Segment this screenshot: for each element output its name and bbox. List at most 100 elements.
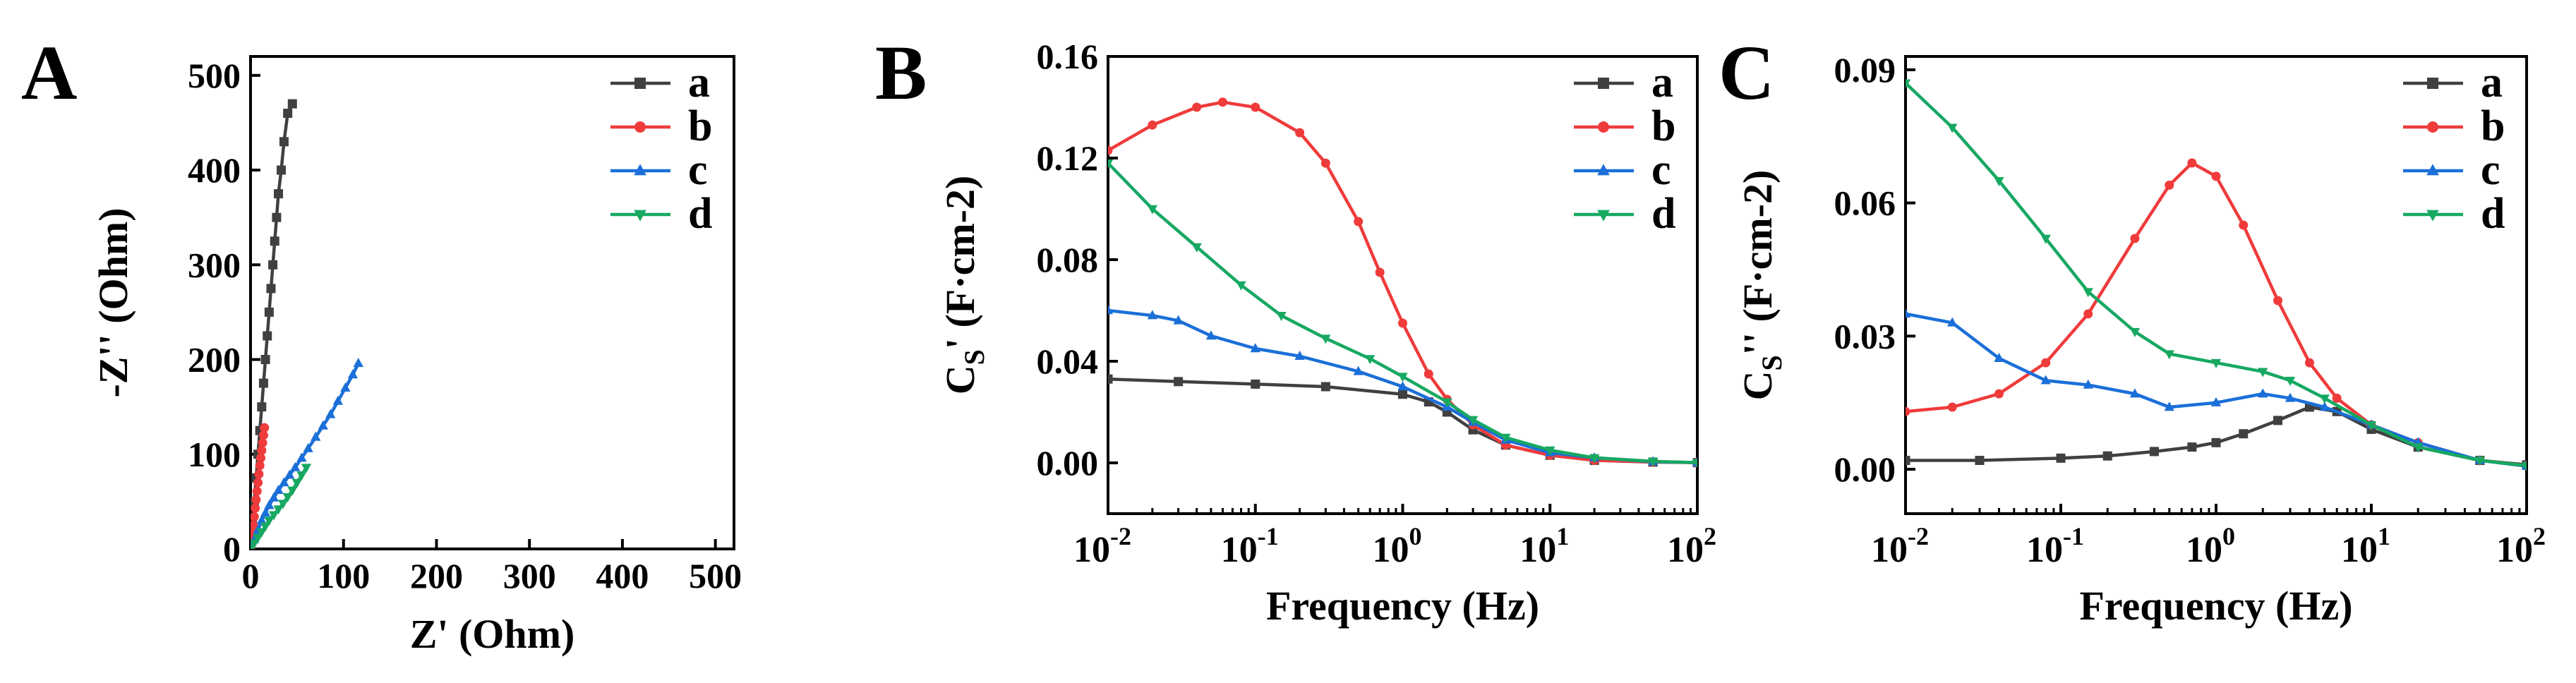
panel-a: A 0 100 200 300 400 500 0 100 200 300 400 500 Z' (Ohm… (21, 30, 742, 657)
legend-label-a: a (1651, 59, 1673, 107)
legend-marker-d (634, 210, 646, 222)
legend-marker-a (634, 78, 646, 89)
data-point-b (255, 461, 265, 471)
y-tick-label-a: 0 (223, 529, 241, 569)
data-point-b (254, 469, 264, 479)
data-point-b (1251, 102, 1260, 112)
legend-label-a: a (688, 59, 710, 107)
y-tick-label-a: 200 (188, 340, 241, 380)
data-point-b (255, 453, 265, 463)
data-point-d (1692, 459, 1697, 469)
data-point-d (2474, 457, 2485, 466)
data-point-c (268, 492, 279, 502)
data-point-d (264, 516, 275, 526)
data-point-d (1147, 205, 1157, 214)
x-tick-label-b: 10-2 (1073, 522, 1131, 570)
y-tick-label-b: 0.16 (1037, 37, 1099, 76)
data-point-c (2164, 401, 2174, 411)
series-line-d (1108, 162, 1697, 464)
data-point-c (340, 382, 351, 392)
panel-label-a: A (21, 30, 77, 116)
y-label-rest: '' (F·cm-2) (1735, 170, 1781, 356)
x-tick-exponent: 0 (1409, 522, 1422, 550)
data-point-a (272, 212, 282, 222)
data-point-b (1108, 145, 1113, 155)
legend-label-b: b (688, 102, 712, 150)
plot-frame-b (1107, 55, 1699, 515)
panel-label-b: B (875, 30, 927, 116)
data-point-c (1294, 351, 1305, 360)
data-point-a (1174, 377, 1184, 387)
series-line-d (1906, 82, 2527, 468)
series-c-b (1108, 305, 1697, 466)
data-point-d (1545, 446, 1555, 456)
data-point-b (257, 445, 267, 455)
y-tick-label-c: 0.09 (1834, 50, 1896, 90)
data-point-a (1906, 456, 1910, 466)
series-d-c (1906, 79, 2527, 471)
data-point-c (347, 369, 359, 379)
data-point-d (1500, 433, 1511, 443)
legend-marker-a (1598, 78, 1609, 89)
data-point-b (251, 520, 258, 530)
data-point-c (256, 514, 267, 524)
data-point-a (264, 307, 274, 317)
data-point-a (268, 260, 278, 270)
data-point-d (273, 505, 284, 515)
x-tick-base: 10 (1871, 530, 1908, 570)
y-label-main: C (1735, 370, 1781, 400)
data-point-d (287, 486, 298, 496)
data-point-d (282, 492, 293, 502)
data-point-d (296, 471, 307, 481)
series-line-a (1906, 405, 2527, 467)
x-tick-exponent: -2 (1908, 522, 1929, 550)
x-tick-label-a: 100 (317, 556, 370, 596)
series-d-b (1108, 159, 1697, 469)
data-point-d (2129, 327, 2141, 337)
data-point-c (2210, 397, 2222, 406)
x-axis-label-c: Frequency (Hz) (2079, 583, 2352, 629)
data-point-b (2332, 393, 2342, 403)
data-point-a (1320, 382, 1330, 392)
data-point-b (2187, 158, 2197, 168)
data-point-b (1192, 102, 1202, 112)
data-point-b (258, 430, 268, 440)
data-point-d (301, 464, 312, 473)
data-point-b (251, 512, 259, 521)
x-tick-exponent: 2 (1704, 522, 1716, 550)
data-point-b (2041, 358, 2051, 368)
data-point-d (1467, 416, 1479, 425)
panel-label-c: C (1719, 30, 1774, 116)
data-point-b (2304, 358, 2314, 368)
legend-label-c: c (1651, 146, 1671, 194)
data-point-c (1173, 315, 1184, 325)
x-tick-exponent: 2 (2533, 522, 2546, 550)
legend-marker-b (1598, 121, 1609, 133)
data-point-a (2056, 453, 2066, 463)
legend-marker-d (2426, 210, 2439, 222)
data-point-c (296, 452, 307, 462)
x-axis-label-b: Frequency (Hz) (1266, 583, 1539, 629)
x-tick-exponent: 1 (2378, 522, 2390, 550)
legend-marker-c (1597, 164, 1610, 176)
data-point-d (291, 478, 303, 488)
data-point-b (251, 495, 261, 504)
data-point-a (279, 137, 289, 147)
data-point-c (325, 409, 336, 418)
data-point-d (1236, 281, 1246, 291)
data-point-b (2211, 171, 2221, 181)
data-point-b (2083, 309, 2093, 319)
legend-label-b: b (1651, 102, 1675, 150)
data-point-b (1424, 369, 1433, 379)
data-point-d (1397, 373, 1408, 382)
x-tick-base: 10 (2026, 530, 2063, 570)
data-point-a (258, 378, 268, 388)
data-point-b (2239, 220, 2249, 230)
data-point-a (266, 284, 276, 294)
data-point-a (2273, 416, 2283, 425)
legend-label-c: c (2481, 146, 2500, 194)
legend-label-b: b (2481, 102, 2505, 150)
data-point-c (1906, 308, 1911, 318)
data-point-b (252, 486, 262, 496)
data-point-b (1148, 120, 1157, 130)
